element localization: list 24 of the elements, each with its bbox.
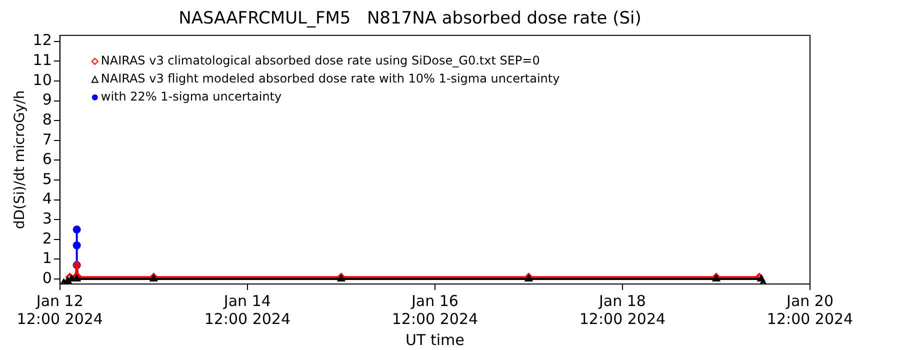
x-tick-label: Jan 20 12:00 2024 bbox=[766, 292, 854, 328]
legend-label: NAIRAS v3 climatological absorbed dose rate using SiDose_G0.txt SEP=0 bbox=[100, 54, 540, 68]
legend-label: NAIRAS v3 flight modeled absorbed dose rate with 10% 1-sigma uncertainty bbox=[100, 72, 560, 86]
y-tick-label: 7 bbox=[42, 130, 52, 148]
x-axis-title: UT time bbox=[406, 330, 464, 349]
y-tick-label: 8 bbox=[42, 110, 52, 128]
x-tick-label: Jan 18 12:00 2024 bbox=[579, 292, 666, 328]
y-tick-label: 0 bbox=[42, 268, 52, 287]
y-tick-label: 2 bbox=[42, 229, 52, 248]
chart-title: NASAAFRCMUL_FM5 N817NA absorbed dose rate (Si) bbox=[178, 8, 642, 29]
y-tick-label: 11 bbox=[32, 51, 52, 70]
y-tick-label: 5 bbox=[42, 170, 52, 188]
y-tick-label: 4 bbox=[42, 190, 52, 208]
x-tick-label: Jan 12 12:00 2024 bbox=[16, 292, 103, 328]
x-tick-label: Jan 14 12:00 2024 bbox=[204, 292, 290, 328]
y-tick-label: 6 bbox=[42, 150, 52, 168]
y-axis-title: dD(Si)/dt microGy/h bbox=[12, 90, 28, 230]
x-tick-label: Jan 16 12:00 2024 bbox=[392, 292, 478, 328]
y-tick-label: 10 bbox=[32, 70, 52, 89]
y-tick-label: 9 bbox=[42, 90, 52, 109]
y-tick-label: 12 bbox=[32, 31, 52, 50]
y-tick-label: 1 bbox=[42, 249, 52, 268]
legend-label: with 22% 1-sigma uncertainty bbox=[100, 90, 282, 104]
y-tick-label: 3 bbox=[42, 210, 52, 228]
